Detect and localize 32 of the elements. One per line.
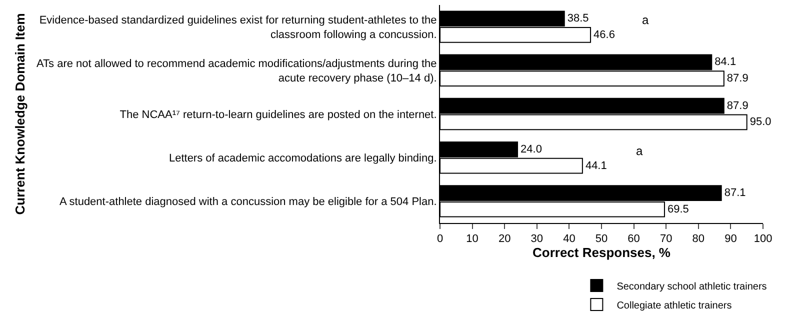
data-label: 87.9 <box>726 100 748 112</box>
y-tick-label: Letters of academic accomodations are legally binding. <box>168 152 437 164</box>
x-tick-label: 20 <box>498 233 511 246</box>
annotation: a <box>642 13 649 27</box>
data-label: 87.9 <box>726 72 748 85</box>
y-tick-label: The NCAA¹⁷ return-to-learn guidelines are posted on the internet. <box>120 108 437 121</box>
x-tick-label: 60 <box>628 233 640 246</box>
data-label: 46.6 <box>594 28 615 41</box>
annotation: a <box>636 144 643 158</box>
y-tick-label: A student-athlete diagnosed with a concussion may be eligible for a 504 Plan. <box>59 196 437 208</box>
y-tick-label: Evidence-based standardized guidelines exist for returning student-athletes to the classroom following a concussion. <box>39 14 437 41</box>
data-label: 44.1 <box>585 160 607 172</box>
x-axis-title: Correct Responses, % <box>532 245 671 260</box>
x-tick-label: 30 <box>530 233 544 246</box>
data-label: 24.0 <box>520 143 542 156</box>
x-tick-label: 70 <box>660 233 672 246</box>
legend-label: Secondary school athletic trainers <box>616 281 767 292</box>
legend-label: Collegiate athletic trainers <box>616 300 732 312</box>
data-label: 69.5 <box>667 203 689 216</box>
y-tick-label: ATs are not allowed to recommend academic modifications/adjustments during the acute recovery phase (10–14 d). <box>36 58 437 84</box>
x-tick-label: 100 <box>754 233 772 246</box>
y-axis-title: Current Knowledge Domain Item <box>12 13 28 215</box>
data-label: 95.0 <box>750 116 772 128</box>
x-tick-label: 10 <box>466 233 478 246</box>
data-label: 84.1 <box>714 56 736 68</box>
x-tick-label: 90 <box>724 233 737 246</box>
x-tick-label: 50 <box>595 233 608 246</box>
x-tick-label: 40 <box>563 233 576 246</box>
data-label: 87.1 <box>724 187 746 200</box>
x-tick-label: 0 <box>436 233 444 246</box>
x-tick-label: 80 <box>692 233 705 246</box>
data-label: 38.5 <box>567 12 589 25</box>
